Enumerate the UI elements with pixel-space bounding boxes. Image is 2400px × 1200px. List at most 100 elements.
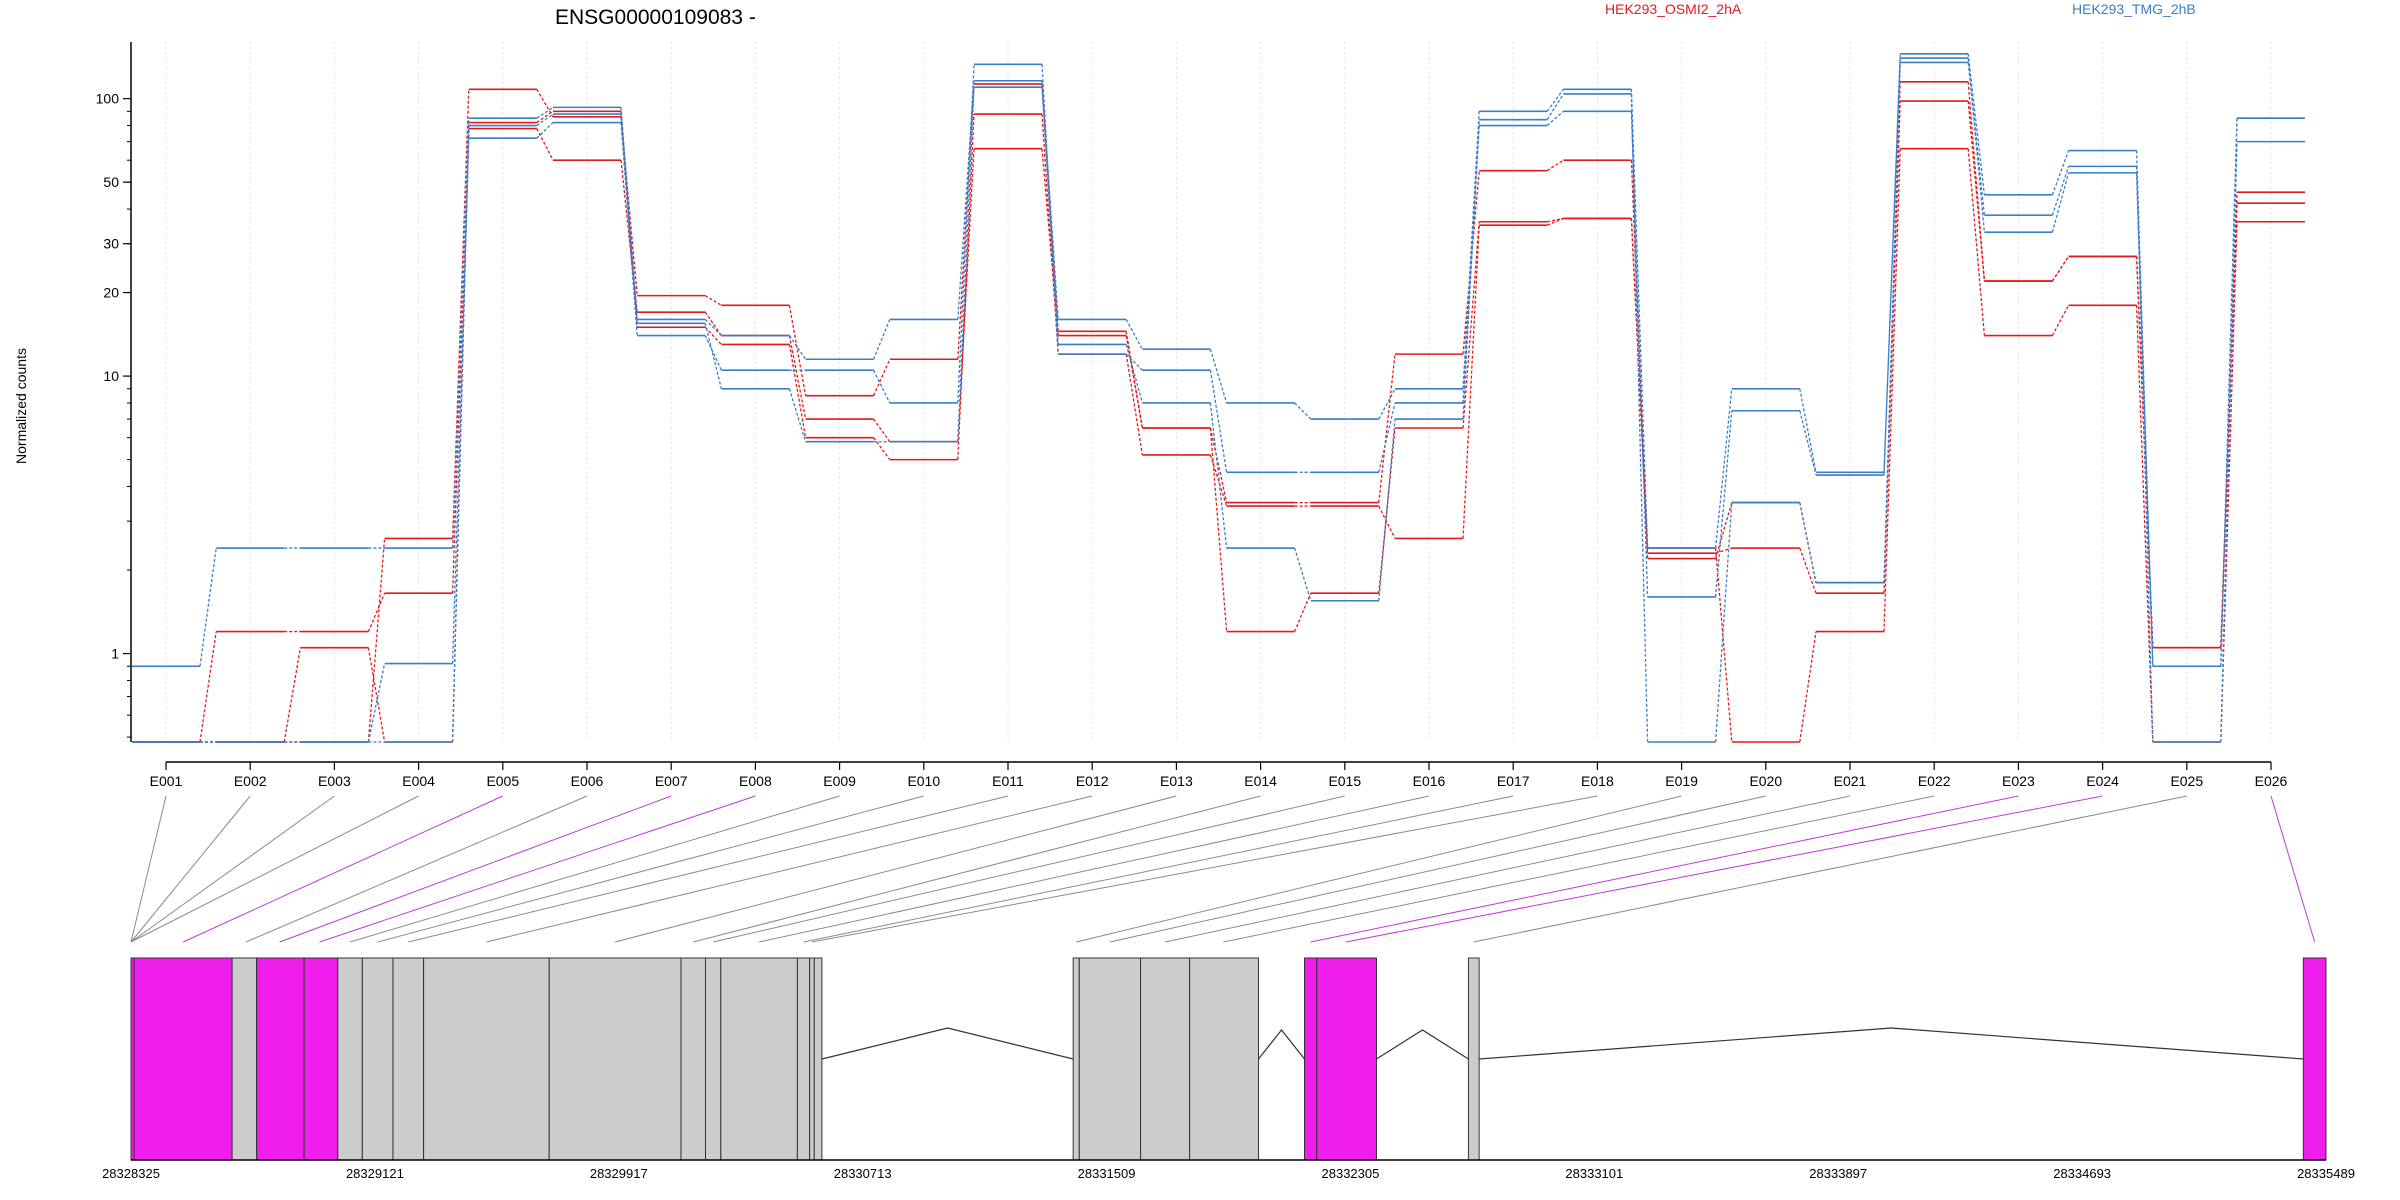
series-6-connector-18 — [1630, 93, 1649, 743]
series-6 — [132, 61, 2305, 743]
x-tick-label-e011: E011 — [992, 773, 1024, 789]
y-axis-label: Normalized counts — [13, 348, 29, 464]
series-5 — [132, 57, 2305, 743]
series-1-connector-8 — [788, 305, 807, 396]
series-6-connector-13 — [1209, 402, 1228, 549]
position-label-6: 28332305 — [1322, 1166, 1380, 1181]
series-5-connector-20 — [1799, 410, 1817, 476]
y-tick-label-20: 20 — [103, 285, 119, 301]
series-3-connector-12 — [1125, 354, 1144, 455]
series-3-connector-16 — [1462, 225, 1480, 539]
exon-box-e007 — [361, 957, 394, 1161]
x-tick-label-e009: E009 — [823, 773, 856, 789]
series-5-connector-5 — [536, 122, 554, 139]
series-1-connector-11 — [1041, 83, 1059, 332]
series-2-connector-13 — [1209, 427, 1228, 632]
exon-link-e022 — [1223, 795, 1935, 943]
exon-link-e016 — [758, 795, 1430, 943]
series-6-connector-21 — [1883, 62, 1901, 583]
x-tick-label-e021: E021 — [1834, 773, 1867, 789]
series-5-connector-4 — [451, 138, 470, 664]
series-3-connector-7 — [704, 326, 722, 345]
series-3-connector-22 — [1967, 81, 1986, 282]
exon-link-e002 — [130, 795, 251, 943]
series-4-connector-1 — [199, 547, 217, 667]
series-6-connector-24 — [2135, 166, 2154, 743]
series-3-connector-5 — [536, 110, 554, 124]
series-4-connector-5 — [536, 106, 554, 119]
series-4-connector-7 — [704, 318, 722, 337]
series-2-connector-19 — [1714, 548, 1733, 743]
series-lines — [132, 53, 2305, 743]
series-4-connector-18 — [1630, 89, 1649, 549]
exon-link-e005 — [182, 795, 504, 943]
x-tick-label-e016: E016 — [1413, 773, 1446, 789]
exon-link-e011 — [408, 795, 1009, 943]
exon-link-e006 — [245, 795, 588, 943]
series-5-connector-25 — [2220, 118, 2238, 667]
series-3-connector-20 — [1799, 547, 1817, 594]
series-6-connector-5 — [536, 113, 554, 127]
legend-label-osmi2: HEK293_OSMI2_2hA — [1605, 1, 1742, 17]
series-4-connector-23 — [2051, 150, 2070, 196]
series-1-connector-3 — [367, 538, 386, 743]
exon-link-e020 — [1109, 795, 1766, 943]
series-4-connector-4 — [451, 118, 470, 549]
series-5-connector-12 — [1125, 353, 1143, 371]
exon-box-e006 — [337, 957, 363, 1161]
series-2-connector-17 — [1547, 217, 1564, 223]
exon-box-e017 — [1072, 957, 1080, 1161]
series-5-connector-15 — [1378, 402, 1396, 473]
chart-title: ENSG00000109083 - — [555, 6, 756, 29]
series-2-connector-9 — [873, 418, 891, 443]
series-4-connector-12 — [1125, 319, 1143, 350]
genomic-position-axis: 28328325 28329121 28329917 28330713 28331509… — [102, 1159, 2355, 1181]
exon-link-lines — [130, 795, 2316, 943]
exon-box-e023 — [1467, 957, 1480, 1161]
series-6-connector-14 — [1293, 547, 1312, 601]
position-label-1: 28328325 — [102, 1166, 160, 1181]
series-4-connector-14 — [1294, 402, 1312, 420]
exon-link-e019 — [1076, 795, 1682, 943]
series-2-connector-23 — [2051, 304, 2070, 336]
x-tick-label-e018: E018 — [1581, 773, 1614, 789]
x-tick-label-e004: E004 — [402, 773, 435, 789]
x-tick-label-e012: E012 — [1076, 773, 1109, 789]
exon-link-e015 — [713, 795, 1345, 943]
exon-link-e024 — [1345, 795, 2103, 943]
y-tick-label-1: 1 — [111, 646, 119, 662]
exon-link-e026 — [2270, 795, 2316, 943]
series-2-connector-7 — [704, 311, 722, 336]
exon-box-e005 — [303, 957, 339, 1161]
series-3-connector-11 — [1041, 113, 1059, 355]
series-1-connector-15 — [1378, 354, 1396, 503]
position-label-8: 28333897 — [1809, 1166, 1867, 1181]
exon-link-e001 — [130, 795, 167, 943]
series-6-connector-4 — [451, 125, 470, 743]
series-4 — [132, 53, 2305, 668]
exon-link-e008 — [319, 795, 756, 943]
exon-box-e022 — [1316, 957, 1377, 1161]
exon-box-e020 — [1189, 957, 1260, 1161]
x-tick-label-e026: E026 — [2255, 773, 2288, 789]
position-label-3: 28329917 — [590, 1166, 648, 1181]
exon-link-e025 — [1473, 795, 2187, 943]
series-4-connector-17 — [1546, 88, 1564, 112]
series-4-connector-20 — [1799, 388, 1817, 473]
series-6-connector-20 — [1799, 502, 1817, 583]
exon-box-e016 — [813, 957, 823, 1161]
exon-link-e010 — [377, 795, 924, 943]
series-4-connector-9 — [872, 319, 891, 360]
series-4-connector-19 — [1714, 388, 1733, 549]
series-4-connector-22 — [1967, 53, 1986, 195]
x-tick-label-e006: E006 — [571, 773, 604, 789]
series-6-connector-25 — [2220, 141, 2238, 743]
y-tick-label-30: 30 — [103, 236, 119, 252]
y-tick-label-10: 10 — [103, 368, 119, 384]
series-2-connector-10 — [957, 148, 975, 442]
exon-link-e017 — [803, 795, 1514, 943]
series-1-connector-7 — [704, 295, 722, 306]
series-5-connector-9 — [873, 369, 891, 404]
series-6-connector-19 — [1714, 502, 1733, 743]
exon-box-e009 — [423, 957, 550, 1161]
